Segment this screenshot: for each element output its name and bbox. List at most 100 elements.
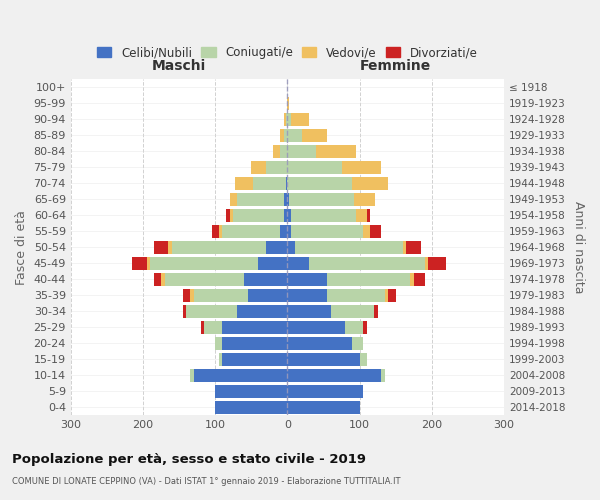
Bar (280, 224, 287, 237)
Bar (164, 272, 244, 285)
Bar (248, 288, 287, 302)
Bar (287, 352, 359, 366)
Bar (146, 256, 150, 270)
Bar (284, 208, 287, 222)
Bar (226, 208, 230, 222)
Bar (168, 240, 172, 254)
Bar (235, 176, 253, 190)
Bar (287, 320, 345, 334)
Bar (287, 272, 327, 285)
Bar (287, 256, 309, 270)
Bar (201, 320, 205, 334)
Bar (287, 368, 381, 382)
Bar (280, 128, 284, 141)
Bar (356, 208, 367, 222)
Bar (237, 304, 287, 318)
Bar (289, 192, 354, 205)
Bar (161, 272, 164, 285)
Bar (385, 288, 388, 302)
Bar (287, 160, 341, 173)
Bar (284, 112, 286, 126)
Bar (367, 208, 370, 222)
Bar (287, 128, 302, 141)
Bar (286, 176, 287, 190)
Bar (363, 320, 367, 334)
Bar (291, 208, 356, 222)
Bar (284, 192, 287, 205)
Bar (287, 336, 352, 349)
Bar (219, 224, 223, 237)
Bar (287, 240, 295, 254)
Bar (233, 208, 284, 222)
Bar (287, 96, 289, 110)
Bar (295, 240, 403, 254)
Bar (302, 128, 327, 141)
Bar (266, 160, 287, 173)
Text: Popolazione per età, sesso e stato civile - 2019: Popolazione per età, sesso e stato civil… (12, 452, 366, 466)
Bar (425, 256, 428, 270)
Bar (237, 192, 284, 205)
Bar (194, 368, 287, 382)
Bar (331, 304, 374, 318)
Bar (182, 288, 190, 302)
Y-axis label: Fasce di età: Fasce di età (15, 210, 28, 284)
Bar (266, 240, 287, 254)
Bar (190, 368, 194, 382)
Bar (287, 144, 316, 158)
Bar (182, 304, 186, 318)
Bar (428, 256, 446, 270)
Bar (223, 224, 280, 237)
Text: Maschi: Maschi (152, 58, 206, 72)
Bar (370, 224, 381, 237)
Bar (287, 400, 359, 413)
Bar (205, 320, 223, 334)
Bar (287, 176, 352, 190)
Bar (244, 272, 287, 285)
Bar (223, 352, 287, 366)
Bar (215, 384, 287, 398)
Bar (287, 112, 291, 126)
Bar (410, 272, 414, 285)
Bar (230, 192, 237, 205)
Bar (414, 272, 425, 285)
Bar (215, 336, 223, 349)
Bar (186, 304, 237, 318)
Bar (190, 288, 194, 302)
Bar (352, 336, 363, 349)
Bar (363, 224, 370, 237)
Bar (291, 112, 309, 126)
Bar (273, 144, 280, 158)
Bar (388, 288, 395, 302)
Bar (403, 240, 406, 254)
Bar (194, 288, 248, 302)
Bar (381, 368, 385, 382)
Bar (172, 240, 266, 254)
Bar (287, 304, 331, 318)
Bar (316, 144, 356, 158)
Bar (284, 128, 287, 141)
Text: COMUNE DI LONATE CEPPINO (VA) - Dati ISTAT 1° gennaio 2019 - Elaborazione TUTTIT: COMUNE DI LONATE CEPPINO (VA) - Dati IST… (12, 478, 401, 486)
Bar (287, 192, 289, 205)
Bar (359, 352, 367, 366)
Bar (154, 240, 168, 254)
Bar (345, 320, 363, 334)
Bar (253, 176, 286, 190)
Bar (280, 144, 287, 158)
Bar (286, 112, 287, 126)
Bar (212, 224, 219, 237)
Bar (154, 272, 161, 285)
Bar (287, 224, 291, 237)
Bar (327, 288, 385, 302)
Bar (352, 176, 388, 190)
Bar (291, 224, 363, 237)
Text: Femmine: Femmine (360, 58, 431, 72)
Bar (219, 352, 223, 366)
Bar (287, 288, 327, 302)
Bar (132, 256, 146, 270)
Bar (287, 208, 291, 222)
Bar (341, 160, 381, 173)
Bar (251, 160, 266, 173)
Bar (223, 320, 287, 334)
Bar (406, 240, 421, 254)
Bar (215, 400, 287, 413)
